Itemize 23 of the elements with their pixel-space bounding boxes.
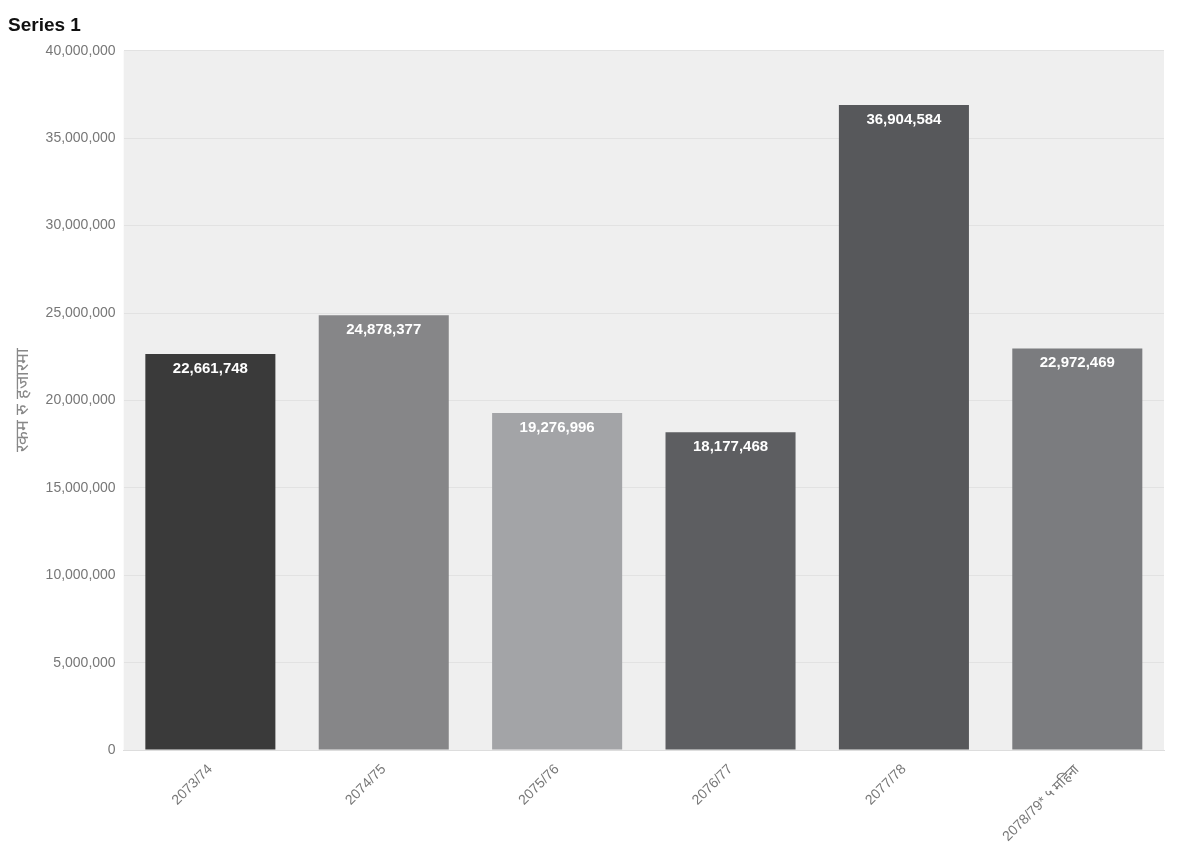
y-tick-label: 40,000,000 (45, 41, 116, 58)
bar (1012, 348, 1143, 750)
y-tick-label: 10,000,000 (45, 566, 116, 583)
data-label: 22,661,748 (172, 358, 248, 376)
bar (145, 353, 276, 750)
y-tick-label: 25,000,000 (45, 303, 116, 320)
y-tick-label: 15,000,000 (45, 478, 116, 495)
bar (838, 104, 969, 750)
y-tick-label: 20,000,000 (45, 391, 116, 408)
y-tick-label: 0 (107, 740, 116, 757)
bar (318, 315, 449, 750)
bar (665, 432, 796, 750)
data-label: 36,904,584 (866, 109, 943, 127)
data-label: 24,878,377 (346, 319, 422, 337)
y-axis-title: रकम रु हजारमा (11, 348, 32, 453)
y-tick-label: 35,000,000 (45, 129, 116, 146)
data-label: 19,276,996 (519, 417, 595, 435)
y-tick-label: 5,000,000 (53, 653, 116, 670)
data-label: 18,177,468 (692, 436, 769, 454)
y-tick-label: 30,000,000 (45, 216, 116, 233)
data-label: 22,972,469 (1039, 353, 1115, 371)
bar (492, 413, 623, 750)
chart-title: Series 1 (8, 13, 82, 35)
